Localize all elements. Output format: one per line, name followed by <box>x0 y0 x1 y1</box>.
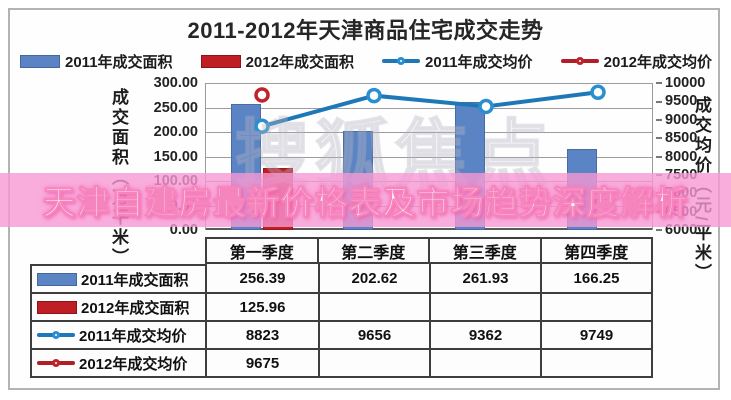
row-label-text: 2012年成交均价 <box>79 355 188 373</box>
table-cell: 256.39 <box>239 269 286 287</box>
table-cell <box>318 292 429 320</box>
gridline <box>206 107 652 109</box>
right-axis-tick-label: 9000 <box>656 111 712 129</box>
row-label-text: 2011年成交均价 <box>79 327 187 345</box>
legend-item-2012-price: 2012年成交均价 <box>560 51 712 72</box>
right-axis-tick-label: 9500 <box>656 92 712 110</box>
table-row-label-2012-price: 2012年成交均价 <box>32 348 205 376</box>
table-row-label-2012-area: 2012年成交面积 <box>32 292 205 320</box>
table-cell <box>429 348 540 376</box>
table-cell: 9675 <box>207 348 318 376</box>
table-cell <box>429 292 540 320</box>
overlay-banner-text: 天津自建房最新价格表及市场趋势深度解析 <box>42 184 689 222</box>
legend-item-2011-area: 2011年成交面积 <box>20 51 173 72</box>
table-header-q2: 第二季度 <box>316 239 429 262</box>
table-cell: 166.25 <box>540 264 651 292</box>
left-axis-tick-label: 250.00 <box>153 99 198 116</box>
marker-2011年成交均价 <box>478 98 494 115</box>
left-axis-tick-label: 150.00 <box>153 148 198 165</box>
marker-2012年成交均价 <box>254 87 270 103</box>
row-label-text: 2012年成交面积 <box>81 299 190 317</box>
chart-title: 2011-2012年天津商品住宅成交走势 <box>187 18 544 43</box>
table-cell: 261.93 <box>429 264 540 292</box>
table-cell <box>540 292 651 320</box>
data-table-values: 256.39 202.62 261.93 166.25 125.96 8823 … <box>205 264 653 378</box>
marker-2011年成交均价 <box>254 118 270 135</box>
right-axis-tick-label: 10000 <box>656 74 712 92</box>
table-cell: 9749 <box>540 320 651 348</box>
blue-bar-swatch-icon <box>20 54 60 68</box>
marker-2011年成交均价 <box>366 87 382 104</box>
gridline <box>206 132 652 133</box>
legend-label: 2011年成交面积 <box>65 53 173 71</box>
table-cell <box>540 348 651 376</box>
table-header-q1: 第一季度 <box>229 244 294 262</box>
data-table-row-labels: 2011年成交面积 2012年成交面积 2011年成交均价 2012年成交均价 <box>30 264 205 378</box>
red-line-marker-icon <box>560 53 599 69</box>
table-cell: 9656 <box>318 320 429 348</box>
right-axis-tick-label: 8000 <box>656 148 712 166</box>
line-series-layer <box>254 84 606 135</box>
left-axis-tick-label: 200.00 <box>153 124 198 140</box>
gridline <box>206 83 652 84</box>
blue-line-marker-icon <box>37 327 75 343</box>
table-cell: 202.62 <box>318 264 429 292</box>
overlay-banner: 天津自建房最新价格表及市场趋势深度解析 <box>0 173 731 227</box>
legend-label: 2011年成交均价 <box>425 53 533 71</box>
chart-legend: 2011年成交面积 2012年成交面积 2011年成交均价 2012年成交均价 <box>20 49 712 73</box>
blue-bar-swatch-icon <box>37 272 77 286</box>
table-row-label-2011-price: 2011年成交均价 <box>32 320 205 348</box>
blue-line-marker-icon <box>382 53 421 69</box>
left-axis-tick-label: 300.00 <box>153 75 198 91</box>
legend-item-2012-area: 2012年成交面积 <box>200 51 354 72</box>
table-header-q3: 第三季度 <box>428 239 540 262</box>
table-cell: 8823 <box>207 320 318 348</box>
data-table-header: 第一季度 第二季度 第三季度 第四季度 <box>205 237 653 264</box>
legend-label: 2012年成交面积 <box>245 53 354 71</box>
right-axis-tick-label: 8500 <box>656 129 712 147</box>
table-header-q4: 第四季度 <box>539 239 652 262</box>
table-cell <box>318 348 429 376</box>
red-bar-swatch-icon <box>37 300 77 314</box>
table-row-label-2011-area: 2011年成交面积 <box>32 266 205 292</box>
gridline <box>206 156 652 158</box>
x-axis-line <box>206 228 652 230</box>
legend-item-2011-price: 2011年成交均价 <box>382 51 533 72</box>
marker-2011年成交均价 <box>590 84 606 100</box>
line-2011年成交均价 <box>261 90 599 129</box>
red-line-marker-icon <box>37 355 75 371</box>
table-cell: 125.96 <box>207 292 318 320</box>
legend-label: 2012年成交均价 <box>603 53 712 71</box>
table-cell: 9362 <box>429 320 540 348</box>
red-bar-swatch-icon <box>200 54 241 68</box>
row-label-text: 2011年成交面积 <box>81 271 189 289</box>
